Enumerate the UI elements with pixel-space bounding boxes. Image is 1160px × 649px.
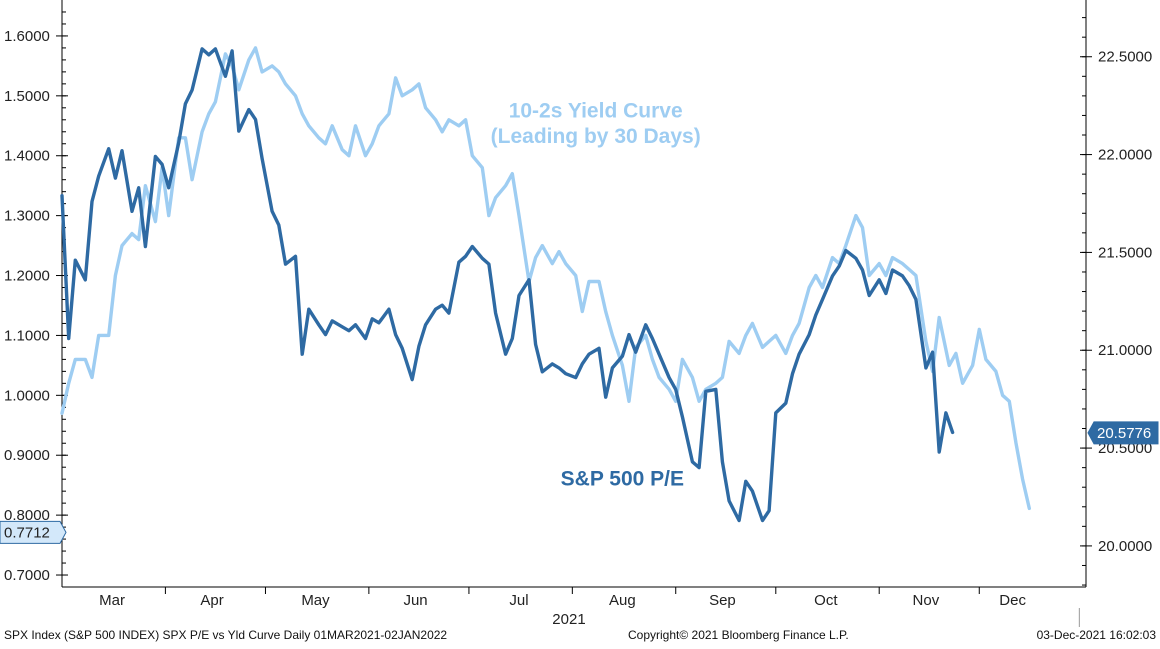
footer-source: SPX Index (S&P 500 INDEX) SPX P/E vs Yld…: [4, 628, 447, 642]
left-tick-label: 1.5000: [4, 88, 50, 105]
left-tick-label: 0.8000: [4, 507, 50, 524]
left-tick-label: 1.2000: [4, 268, 50, 285]
left-tick-label: 1.6000: [4, 28, 50, 45]
right-tick-label: 22.5000: [1098, 49, 1152, 66]
right-last-value-label: 20.5776: [1097, 425, 1151, 442]
left-tick-label: 0.9000: [4, 447, 50, 464]
month-label: May: [301, 592, 330, 609]
left-tick-label: 1.3000: [4, 208, 50, 225]
axes: [56, 0, 1092, 627]
left-tick-label: 0.7000: [4, 567, 50, 584]
left-tick-label: 1.4000: [4, 148, 50, 165]
footer-timestamp: 03-Dec-2021 16:02:03: [1037, 628, 1157, 642]
month-label: Nov: [913, 592, 940, 609]
month-label: Mar: [99, 592, 125, 609]
left-tick-label: 1.1000: [4, 327, 50, 344]
right-last-value-flag: [1087, 421, 1159, 445]
annotations: 10-2s Yield Curve (Leading by 30 Days) S&P…: [491, 99, 701, 490]
right-tick-label: 20.0000: [1098, 538, 1152, 555]
left-tick-label: 1.0000: [4, 387, 50, 404]
axis-labels: 0.7000 0.8000 0.9000 1.0000 1.1000 1.2000 1.30…: [0, 28, 1159, 628]
pe-series-line: [60, 47, 955, 523]
footer: SPX Index (S&P 500 INDEX) SPX P/E vs Yld…: [4, 628, 1156, 642]
left-last-value-flag: [0, 520, 67, 544]
month-label: Aug: [609, 592, 636, 609]
annotation-label: 10-2s Yield Curve: [509, 99, 683, 122]
year-label: 2021: [552, 611, 585, 628]
right-tick-label: 21.5000: [1098, 244, 1152, 261]
month-label: Oct: [814, 592, 838, 609]
month-label: Dec: [999, 592, 1026, 609]
annotation-label: (Leading by 30 Days): [491, 125, 701, 148]
right-tick-label: 21.0000: [1098, 342, 1152, 359]
month-label: Jun: [403, 592, 427, 609]
right-tick-label: 22.0000: [1098, 147, 1152, 164]
annotation-label: S&P 500 P/E: [561, 467, 684, 490]
yield-curve-series-line: [60, 46, 1031, 511]
month-label: Sep: [709, 592, 736, 609]
left-last-value-label: 0.7712: [4, 524, 50, 541]
footer-copyright: Copyright© 2021 Bloomberg Finance L.P.: [628, 628, 849, 642]
month-label: Jul: [509, 592, 528, 609]
month-label: Apr: [200, 592, 223, 609]
series-layer: [60, 46, 1031, 523]
